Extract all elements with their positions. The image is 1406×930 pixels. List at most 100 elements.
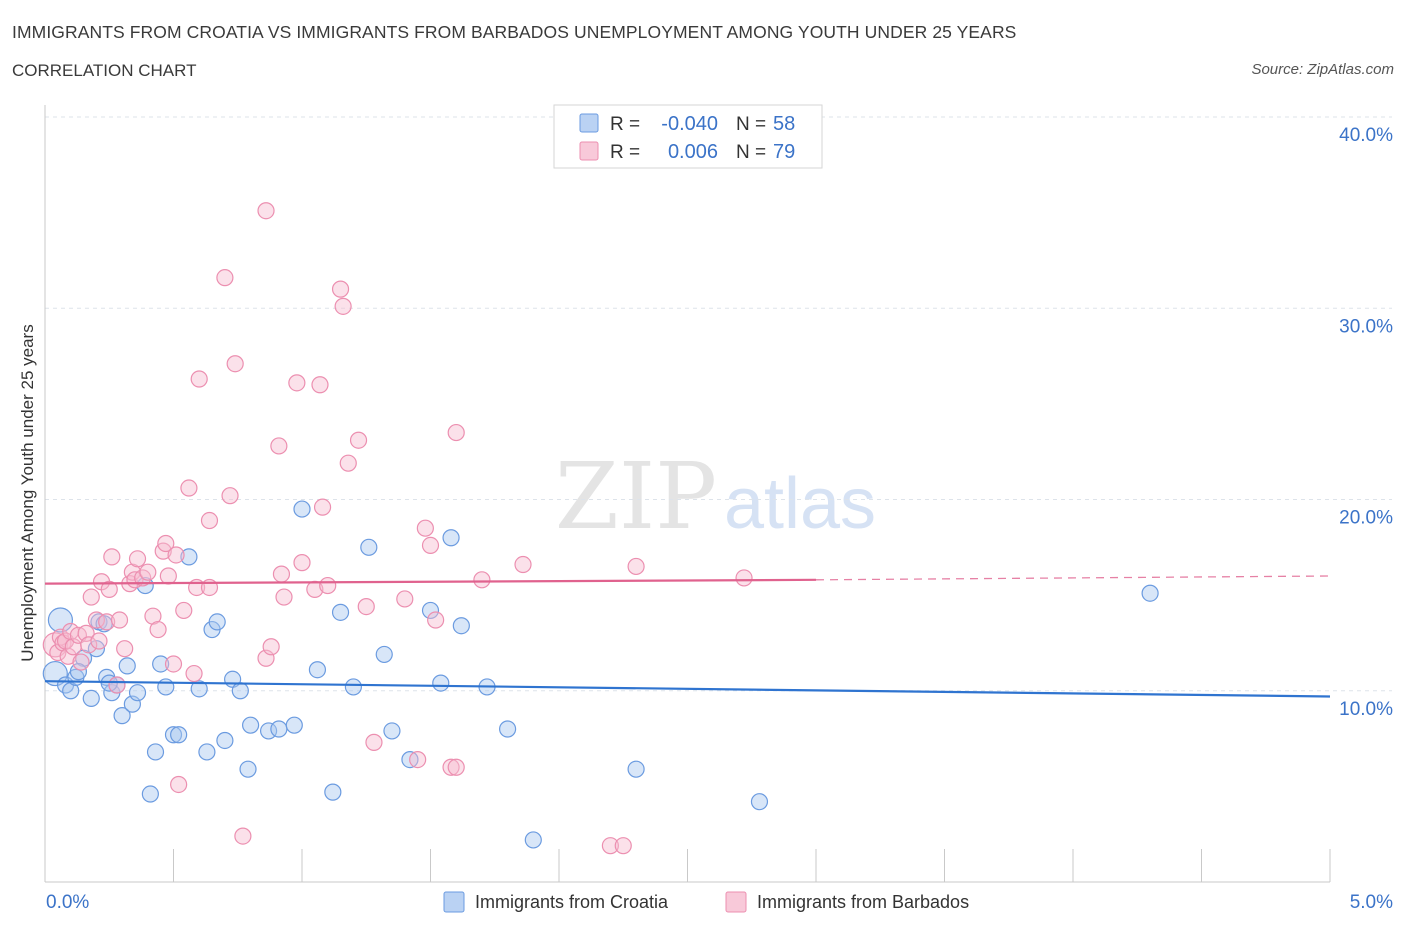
croatia-point [47, 607, 74, 633]
barbados-point [421, 536, 440, 555]
barbados-point [473, 571, 491, 589]
croatia-point [259, 722, 278, 740]
barbados-trend-line-extension [815, 575, 1331, 581]
series-croatia [42, 500, 1159, 849]
barbados-trend-line [44, 578, 817, 585]
barbados-point [80, 636, 98, 654]
barbados-point [221, 487, 239, 505]
barbados-point [87, 611, 106, 629]
barbados-point [313, 498, 332, 516]
croatia-trend-line [44, 680, 1331, 698]
barbados-point [167, 546, 185, 564]
croatia-point [239, 760, 257, 778]
chart-subtitle: CORRELATION CHART [12, 61, 197, 80]
x-tick-labels: 0.0% 5.0% [46, 892, 1393, 913]
barbados-point [349, 431, 368, 449]
barbados-point [170, 775, 188, 794]
barbados-point [157, 534, 175, 553]
barbados-point [416, 519, 434, 537]
barbados-point [627, 557, 645, 576]
stats-n-label-croatia: N = [736, 114, 766, 135]
barbados-point [288, 374, 306, 392]
croatia-point [285, 716, 303, 734]
croatia-point [198, 743, 216, 761]
y-tick-label: 20.0% [1339, 508, 1393, 529]
stats-r-value-barbados: 0.006 [668, 141, 718, 163]
barbados-point [442, 758, 460, 776]
barbados-point [614, 837, 632, 855]
barbados-point [270, 437, 288, 455]
barbados-point [110, 611, 129, 629]
croatia-point [208, 613, 226, 631]
y-tick-label: 30.0% [1339, 316, 1393, 337]
croatia-point [42, 660, 68, 687]
barbados-point [103, 548, 121, 566]
stats-n-value-barbados: 79 [773, 141, 795, 163]
croatia-point [627, 760, 645, 778]
barbados-point [262, 638, 280, 656]
barbados-point [601, 837, 620, 855]
barbados-point [365, 733, 383, 751]
y-tick-label: 10.0% [1339, 699, 1393, 720]
croatia-point [170, 726, 188, 744]
legend: Immigrants from Croatia Immigrants from … [443, 891, 969, 913]
watermark-atlas: atlas [724, 464, 876, 544]
croatia-point [180, 548, 198, 566]
croatia-point [157, 678, 175, 696]
y-tick-labels: 10.0% 20.0% 30.0% 40.0% [1339, 125, 1393, 720]
x-tick-label: 0.0% [46, 892, 89, 913]
barbados-point [357, 597, 375, 616]
barbados-point [339, 454, 357, 472]
trend-lines [44, 575, 1331, 698]
barbados-point [272, 565, 291, 583]
croatia-point [128, 684, 147, 702]
stats-r-label-barbados: R = [610, 142, 640, 163]
stats-n-label-barbados: N = [736, 142, 766, 163]
croatia-point [375, 645, 393, 664]
barbados-point [185, 664, 203, 683]
stats-swatch-croatia [579, 113, 599, 133]
barbados-point [427, 611, 445, 629]
barbados-point [175, 601, 193, 620]
croatia-point [344, 678, 362, 696]
croatia-point [442, 529, 460, 547]
barbados-point [82, 588, 100, 606]
barbados-point [226, 355, 244, 373]
barbados-point [108, 676, 126, 694]
axes [44, 105, 1331, 883]
barbados-point [396, 590, 414, 608]
croatia-point [141, 785, 159, 803]
legend-label-croatia: Immigrants from Croatia [475, 892, 669, 912]
chart-title: IMMIGRANTS FROM CROATIA VS IMMIGRANTS FR… [12, 22, 1017, 42]
croatia-point [452, 617, 470, 635]
barbados-point [447, 423, 465, 442]
barbados-point [447, 758, 465, 776]
x-tick-label: 5.0% [1350, 892, 1393, 913]
barbados-point [311, 376, 329, 394]
croatia-point [69, 663, 88, 681]
croatia-point [216, 731, 234, 750]
croatia-point [750, 793, 769, 811]
croatia-point [190, 680, 208, 698]
barbados-point [200, 511, 219, 530]
legend-label-barbados: Immigrants from Barbados [757, 892, 969, 912]
source-label: Source: ZipAtlas.com [1251, 61, 1394, 78]
croatia-point [383, 722, 401, 740]
barbados-point [216, 269, 234, 287]
croatia-point [1141, 584, 1159, 602]
barbados-point [159, 567, 177, 585]
croatia-point [432, 674, 450, 692]
barbados-point [72, 653, 90, 671]
croatia-point [421, 601, 440, 620]
croatia-point [499, 720, 517, 738]
croatia-point [308, 661, 327, 679]
barbados-point [275, 588, 293, 606]
barbados-point [128, 550, 147, 568]
croatia-point [331, 603, 350, 621]
stats-r-value-croatia: -0.040 [661, 113, 718, 135]
croatia-point [231, 682, 249, 700]
barbados-point [149, 620, 167, 639]
barbados-point [293, 554, 311, 572]
barbados-point [116, 640, 134, 658]
barbados-point [735, 569, 753, 587]
